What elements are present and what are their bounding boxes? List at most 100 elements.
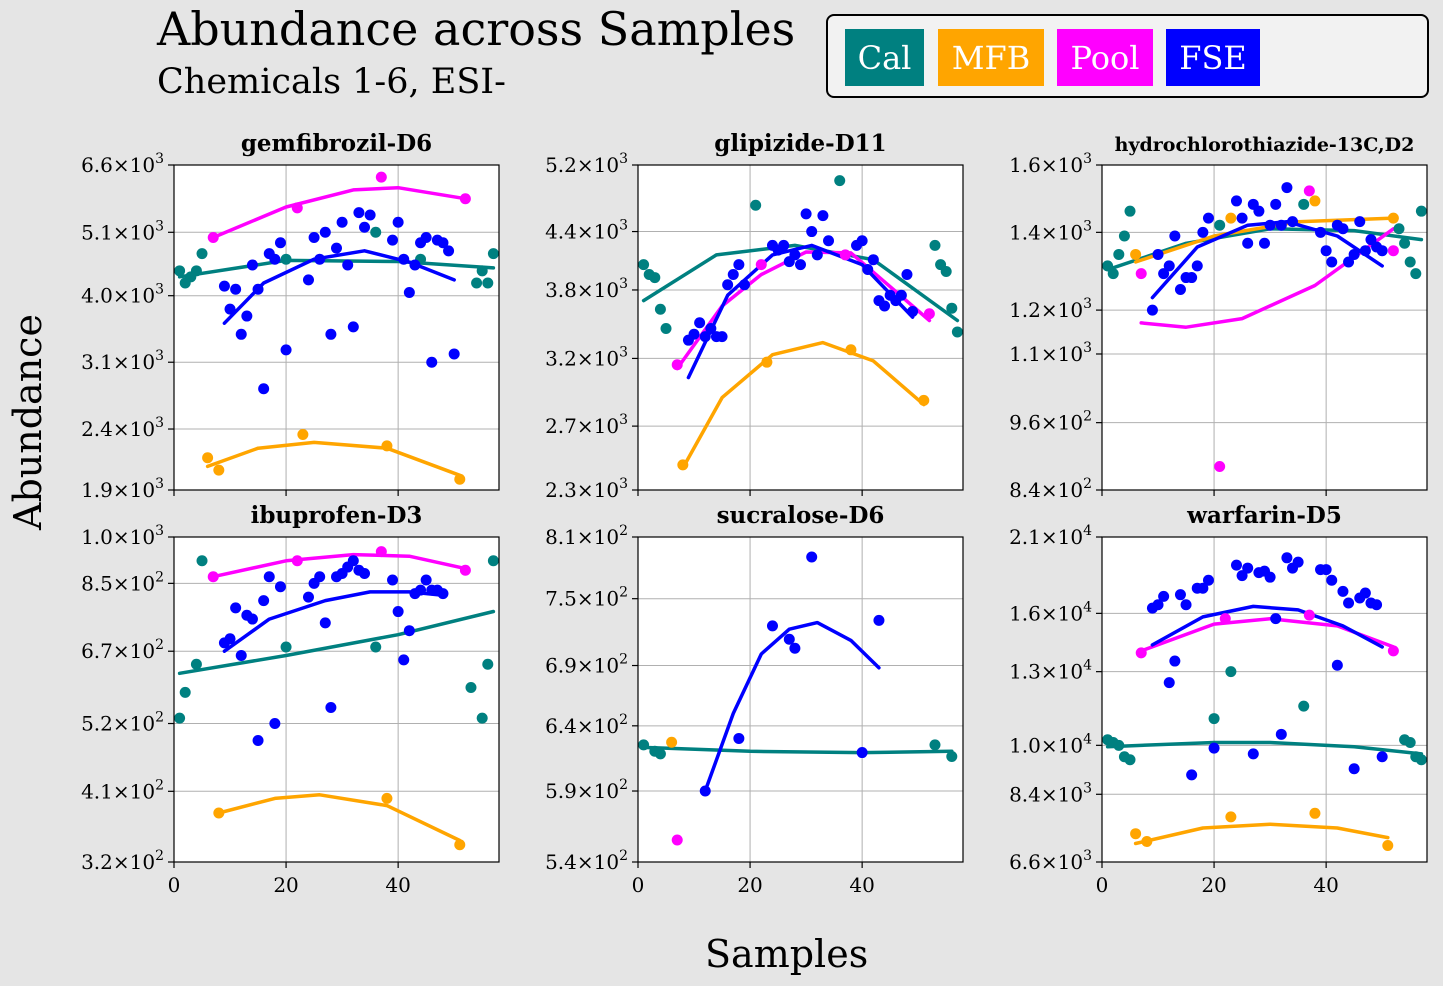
data-point: [319, 226, 331, 238]
data-point: [1202, 212, 1214, 224]
data-point: [1225, 212, 1237, 224]
data-point: [1320, 245, 1332, 257]
data-point: [246, 259, 258, 271]
y-tick-label: 1.6×103: [1009, 151, 1092, 177]
data-point: [482, 277, 494, 289]
data-point: [230, 283, 242, 295]
y-tick-label: 8.5×102: [81, 569, 164, 595]
data-point: [654, 303, 666, 315]
fit-line: [177, 609, 496, 676]
data-point: [873, 614, 885, 626]
data-point: [766, 620, 778, 632]
data-point: [929, 239, 941, 251]
data-point: [1264, 571, 1276, 583]
data-point: [716, 331, 728, 343]
data-point: [1214, 219, 1226, 231]
data-point: [755, 259, 767, 271]
data-point: [241, 310, 253, 322]
data-point: [1404, 256, 1416, 268]
data-point: [1281, 182, 1293, 194]
data-point: [274, 237, 286, 249]
data-point: [448, 348, 460, 360]
data-point: [325, 328, 337, 340]
x-tick-label: 40: [1313, 873, 1338, 897]
data-point: [1264, 219, 1276, 231]
data-point: [1230, 559, 1242, 571]
y-tick-label: 1.0×104: [1009, 731, 1092, 757]
data-point: [1146, 304, 1158, 316]
data-point: [1118, 230, 1130, 242]
data-point: [660, 322, 672, 334]
data-point: [1130, 828, 1142, 840]
data-point: [1152, 248, 1164, 260]
y-tick-label: 8.4×102: [1009, 476, 1092, 502]
data-point: [1337, 223, 1349, 235]
data-point: [733, 259, 745, 271]
data-point: [1169, 230, 1181, 242]
legend-item-mfb: MFB: [938, 29, 1044, 86]
data-point: [319, 617, 331, 629]
data-point: [392, 216, 404, 228]
data-point: [1163, 260, 1175, 272]
data-point: [420, 574, 432, 586]
data-point: [426, 356, 438, 368]
data-point: [454, 839, 466, 851]
data-point: [202, 452, 214, 464]
data-point: [1415, 754, 1427, 766]
data-point: [174, 265, 186, 277]
y-tick-label: 7.5×102: [545, 585, 628, 611]
plot-frame: [173, 164, 500, 491]
data-point: [789, 642, 801, 654]
figure-title: Abundance across Samples: [157, 2, 796, 56]
data-point: [196, 555, 208, 567]
data-point: [806, 226, 818, 238]
data-point: [1326, 574, 1338, 586]
data-point: [465, 681, 477, 693]
data-point: [190, 658, 202, 670]
data-point: [336, 216, 348, 228]
y-tick-label: 1.9×103: [81, 476, 164, 502]
data-point: [1202, 574, 1214, 586]
data-point: [649, 272, 661, 284]
data-point: [1275, 219, 1287, 231]
data-point: [733, 732, 745, 744]
data-point: [1135, 647, 1147, 659]
data-point: [671, 359, 683, 371]
data-point: [224, 303, 236, 315]
fit-line: [205, 440, 462, 478]
legend-item-fse: FSE: [1166, 29, 1260, 86]
data-point: [387, 574, 399, 586]
y-tick-label: 3.2×103: [545, 344, 628, 370]
data-point: [856, 747, 868, 759]
data-point: [1219, 613, 1231, 625]
data-point: [403, 625, 415, 637]
panel-title: glipizide-D11: [714, 130, 886, 157]
data-point: [1174, 589, 1186, 601]
data-point: [811, 249, 823, 261]
data-point: [375, 546, 387, 558]
data-point: [476, 712, 488, 724]
data-point: [1348, 248, 1360, 260]
data-point: [280, 344, 292, 356]
data-point: [302, 591, 314, 603]
legend: Cal MFB Pool FSE: [826, 14, 1429, 98]
data-point: [437, 237, 449, 249]
data-point: [1275, 728, 1287, 740]
data-point: [291, 202, 303, 214]
data-point: [783, 633, 795, 645]
data-point: [280, 641, 292, 653]
data-point: [800, 208, 812, 220]
data-point: [487, 248, 499, 260]
fit-line: [1133, 216, 1396, 264]
y-tick-label: 6.4×102: [545, 712, 628, 738]
x-tick-label: 40: [849, 873, 874, 897]
y-tick-label: 1.6×104: [1009, 599, 1092, 625]
data-point: [246, 613, 258, 625]
data-point: [1320, 564, 1332, 576]
data-point: [364, 209, 376, 221]
data-point: [862, 264, 874, 276]
data-point: [252, 283, 264, 295]
fit-line: [703, 620, 881, 793]
y-tick-label: 5.9×102: [545, 777, 628, 803]
data-point: [1359, 587, 1371, 599]
